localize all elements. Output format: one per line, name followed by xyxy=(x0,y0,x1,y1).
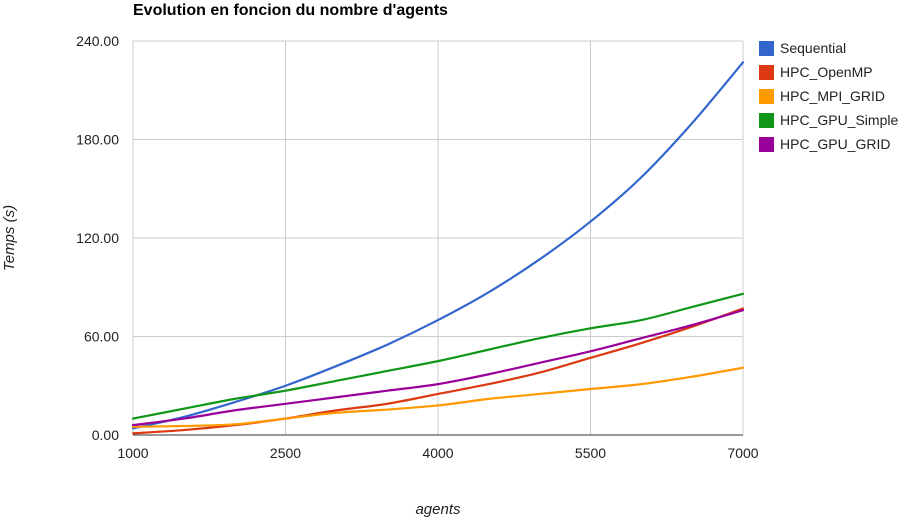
legend-label-hpc-openmp: HPC_OpenMP xyxy=(780,64,873,80)
y-tick-label: 0.00 xyxy=(92,427,119,443)
legend-label-hpc-gpu-simple: HPC_GPU_Simple xyxy=(780,112,898,128)
legend-swatch-hpc-gpu-grid xyxy=(759,137,774,152)
x-axis-ticks: 1000 2500 4000 5500 7000 xyxy=(117,445,758,461)
x-axis-title: agents xyxy=(415,501,461,518)
y-tick-label: 60.00 xyxy=(84,329,119,345)
series-line-hpc-gpu-grid xyxy=(131,309,745,427)
y-axis-title: Temps (s) xyxy=(1,205,18,271)
legend-swatch-sequential xyxy=(759,41,774,56)
x-tick-label: 1000 xyxy=(117,445,148,461)
grid xyxy=(132,40,744,436)
legend-swatch-hpc-openmp xyxy=(759,65,774,80)
x-tick-label: 2500 xyxy=(270,445,301,461)
x-tick-label: 7000 xyxy=(727,445,758,461)
legend: Sequential HPC_OpenMP HPC_MPI_GRID HPC_GPU_… xyxy=(759,40,898,152)
series-line-hpc-gpu-simple xyxy=(131,292,745,420)
x-tick-label: 5500 xyxy=(575,445,606,461)
legend-swatch-hpc-gpu-simple xyxy=(759,113,774,128)
legend-label-hpc-gpu-grid: HPC_GPU_GRID xyxy=(780,136,890,152)
x-tick-label: 4000 xyxy=(422,445,453,461)
legend-label-hpc-mpi-grid: HPC_MPI_GRID xyxy=(780,88,885,104)
series-lines xyxy=(131,61,745,435)
legend-label-sequential: Sequential xyxy=(780,40,846,56)
y-axis-ticks: 0.00 60.00 120.00 180.00 240.00 xyxy=(76,33,119,443)
y-tick-label: 240.00 xyxy=(76,33,119,49)
y-tick-label: 120.00 xyxy=(76,230,119,246)
legend-swatch-hpc-mpi-grid xyxy=(759,89,774,104)
series-line-sequential xyxy=(131,61,745,430)
chart-title: Evolution en foncion du nombre d'agents xyxy=(133,2,448,19)
y-tick-label: 180.00 xyxy=(76,132,119,148)
series-line-hpc-mpi-grid xyxy=(131,366,745,428)
